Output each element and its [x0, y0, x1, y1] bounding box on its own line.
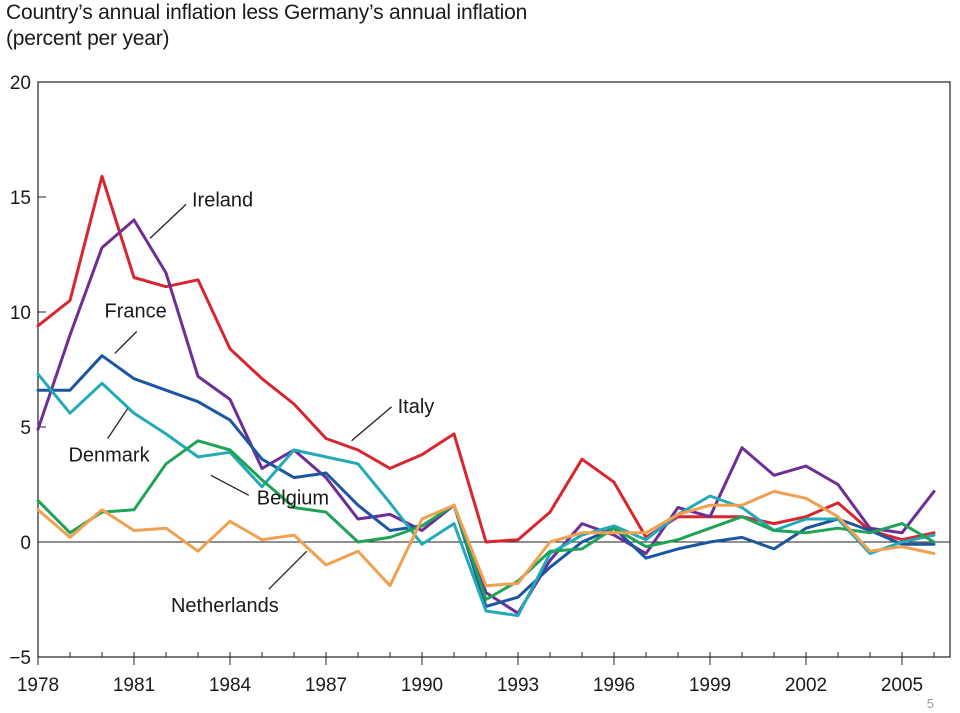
chart-title-line-2: (percent per year) — [6, 27, 170, 50]
series-line-ireland — [36, 218, 936, 615]
x-tick-label: 2005 — [881, 675, 923, 696]
series-label-ireland: Ireland — [192, 189, 253, 211]
chart-title-line-1: Country’s annual inflation less Germany’… — [6, 1, 528, 24]
series-label-france: France — [105, 300, 167, 322]
x-tick-label: 1978 — [17, 675, 59, 696]
y-tick-label: 15 — [10, 188, 31, 209]
x-tick-label: 2002 — [785, 675, 827, 696]
x-tick-label: 1981 — [113, 675, 155, 696]
series-label-denmark: Denmark — [68, 445, 150, 467]
series-line-denmark — [36, 372, 936, 618]
series-label-italy: Italy — [398, 396, 435, 418]
series-line-belgium — [36, 439, 936, 601]
x-tick-label: 1999 — [689, 675, 731, 696]
leader-line-belgium — [210, 474, 250, 496]
y-tick-label: 10 — [10, 303, 31, 324]
x-tick-label: 1984 — [209, 675, 252, 696]
x-tick-label: 1987 — [305, 675, 347, 696]
x-tick-label: 1996 — [593, 675, 635, 696]
series-line-france — [36, 354, 936, 608]
y-tick-label: 5 — [20, 418, 31, 439]
y-tick-label: 20 — [10, 73, 31, 94]
plot-frame — [37, 81, 951, 658]
y-tick-label: −5 — [9, 648, 31, 669]
series-line-netherlands — [36, 489, 936, 588]
chart-title: Country’s annual inflation less Germany’… — [6, 0, 527, 52]
x-tick-label: 1990 — [401, 675, 443, 696]
page-number: 5 — [926, 696, 934, 711]
leader-line-denmark — [107, 408, 129, 439]
series-label-netherlands: Netherlands — [171, 595, 279, 617]
leader-line-netherlands — [268, 550, 308, 590]
series-line-italy — [36, 174, 936, 544]
leader-line-france — [114, 330, 138, 354]
series-label-belgium: Belgium — [257, 487, 329, 509]
x-tick-label: 1993 — [497, 675, 539, 696]
y-tick-label: 0 — [20, 533, 31, 554]
leader-line-ireland — [149, 203, 187, 239]
leader-line-italy — [351, 406, 393, 442]
